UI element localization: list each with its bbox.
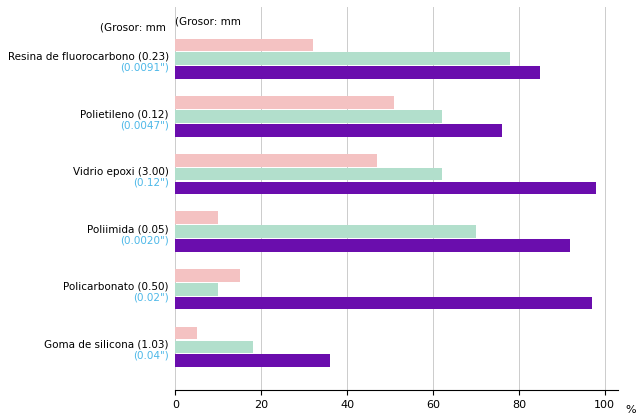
Bar — [175, 354, 330, 367]
Text: Policarbonato (0.50): Policarbonato (0.50) — [63, 282, 169, 292]
Text: (0.12"): (0.12") — [133, 178, 169, 188]
Text: Poliimida (0.05): Poliimida (0.05) — [87, 224, 169, 234]
Bar — [175, 239, 570, 252]
Bar — [175, 52, 510, 65]
Bar — [175, 212, 218, 224]
Text: (Grosor: mm: (Grosor: mm — [175, 16, 244, 26]
Bar — [175, 327, 196, 339]
Text: (Grosor: mm: (Grosor: mm — [100, 22, 169, 32]
Text: (0.0020"): (0.0020") — [120, 235, 169, 245]
X-axis label: %: % — [626, 405, 636, 415]
Bar — [175, 297, 592, 310]
Text: (0.0047"): (0.0047") — [120, 120, 169, 130]
Text: (0.02"): (0.02") — [133, 293, 169, 303]
Bar — [175, 225, 476, 238]
Text: Goma de silicona (1.03): Goma de silicona (1.03) — [44, 340, 169, 349]
Bar — [175, 154, 377, 167]
Bar — [175, 269, 240, 282]
Text: Vidrio epoxi (3.00): Vidrio epoxi (3.00) — [73, 167, 169, 177]
Bar — [175, 181, 596, 194]
Text: (Grosor: mm: (Grosor: mm — [0, 419, 1, 420]
Bar — [175, 110, 442, 123]
Bar — [175, 341, 253, 353]
Bar — [175, 66, 540, 79]
Bar — [175, 39, 313, 51]
Text: Polietileno (0.12): Polietileno (0.12) — [81, 109, 169, 119]
Bar — [175, 168, 442, 180]
Text: (0.04"): (0.04") — [133, 351, 169, 360]
Text: Resina de fluorocarbono (0.23): Resina de fluorocarbono (0.23) — [8, 52, 169, 61]
Bar — [175, 96, 394, 109]
Bar — [175, 283, 218, 296]
Bar — [175, 124, 502, 136]
Text: (0.0091"): (0.0091") — [120, 63, 169, 72]
